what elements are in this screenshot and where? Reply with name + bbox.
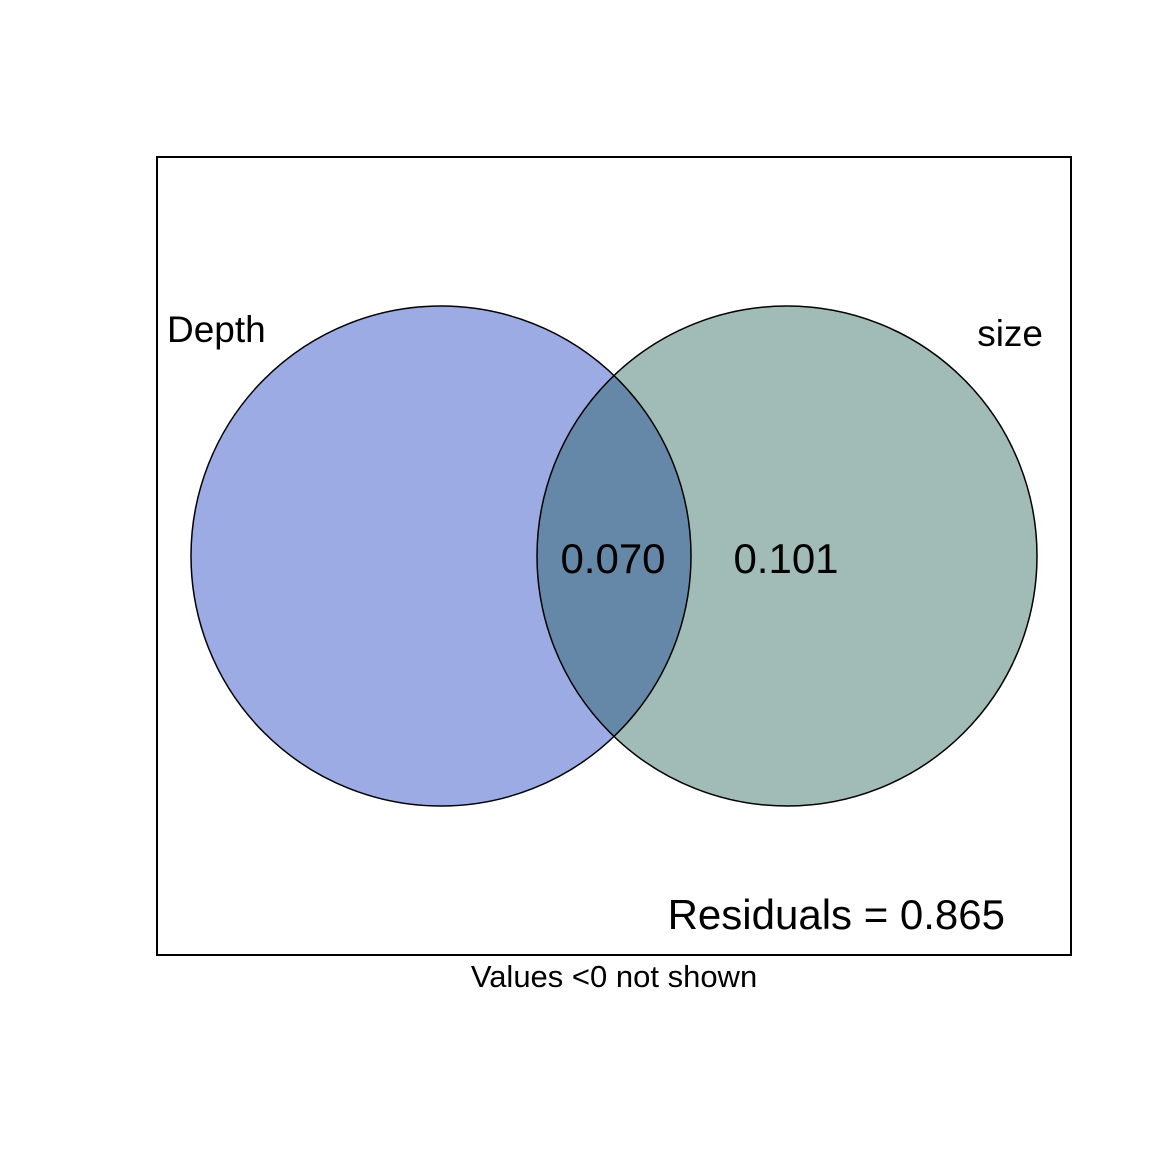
shared-value: 0.070 <box>560 535 665 582</box>
depth-label: Depth <box>167 309 266 350</box>
size-circle-outline <box>536 305 1038 807</box>
size-label: size <box>977 313 1043 354</box>
depth-circle-outline <box>190 305 692 807</box>
values-note: Values <0 not shown <box>471 959 757 994</box>
size-only-value: 0.101 <box>733 535 838 582</box>
plot-frame <box>156 156 1072 956</box>
residuals-label: Residuals = 0.865 <box>668 891 1005 938</box>
size-circle <box>537 306 1037 806</box>
depth-circle <box>191 306 691 806</box>
